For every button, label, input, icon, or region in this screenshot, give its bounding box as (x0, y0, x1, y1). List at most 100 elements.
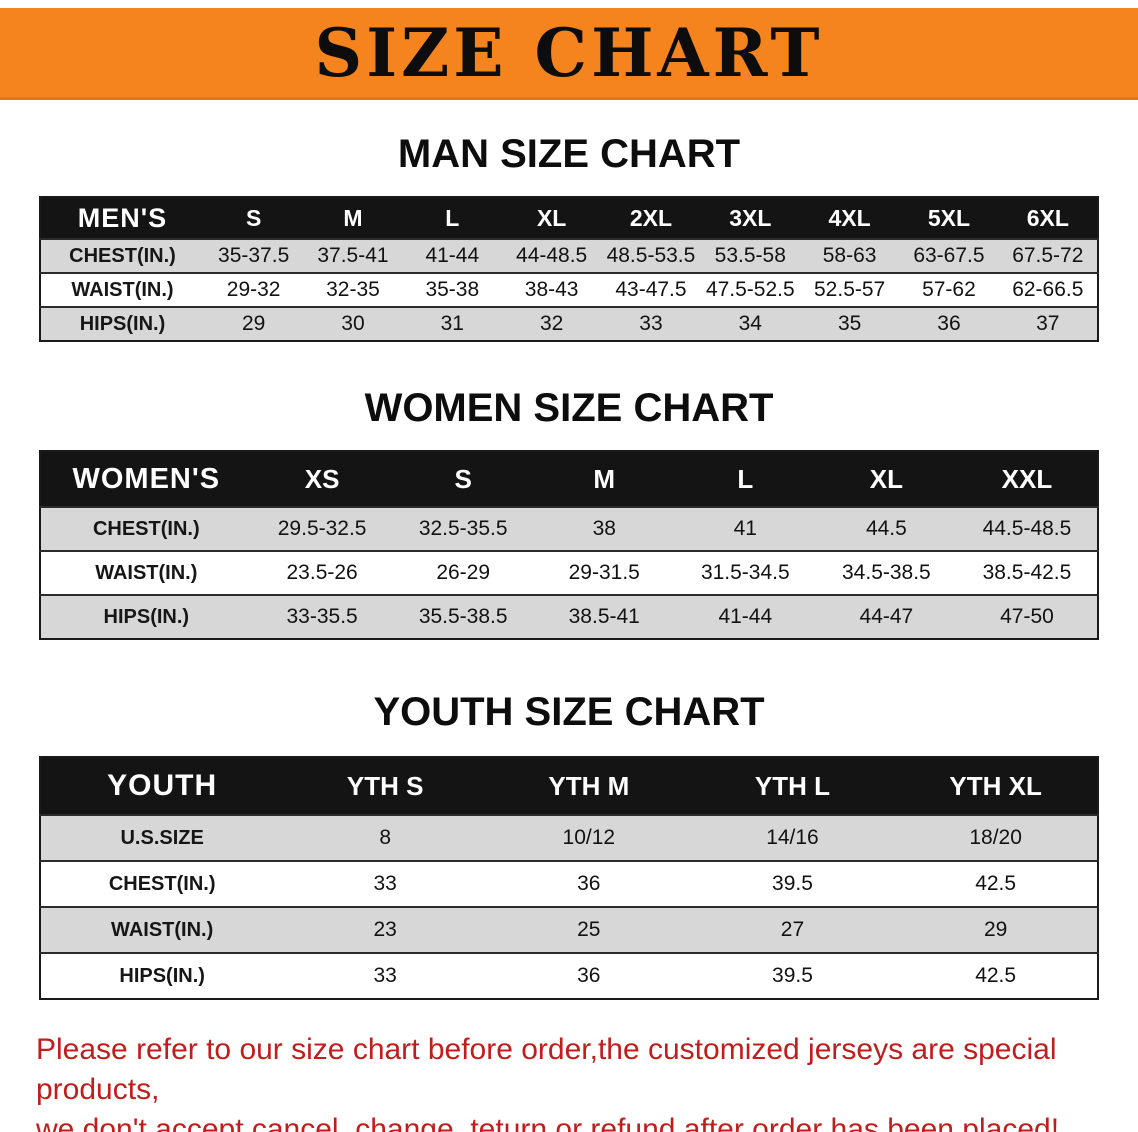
size-value-cell: 33 (373, 964, 397, 987)
men-size-section: MAN SIZE CHART MEN'S S M L XL 2XL 3XL 4XL 5XL 6XL… (0, 132, 1138, 342)
size-value-cell: 34.5-38.5 (842, 561, 931, 584)
size-column-header: XL (536, 204, 567, 231)
size-value-cell: 32-35 (326, 278, 380, 301)
size-value-cell: 14/16 (766, 826, 819, 849)
table-row: U.S.SIZE 8 10/12 14/16 18/20 (40, 815, 1098, 861)
table-row: CHEST(IN.) 29.5-32.5 32.5-35.5 38 41 44.5 44.5… (40, 507, 1098, 551)
size-value-cell: 44-47 (859, 605, 914, 628)
size-column-header: L (445, 204, 460, 231)
table-header-row: WOMEN'S XS S M L XL XXL (40, 451, 1098, 507)
size-column-header: XL (869, 463, 903, 494)
size-value-cell: 43-47.5 (615, 278, 687, 301)
footer-notice: Please refer to our size chart before or… (36, 1030, 1102, 1132)
row-label: WAIST(IN.) (95, 561, 198, 584)
table-row: CHEST(IN.) 33 36 39.5 42.5 (40, 861, 1098, 907)
size-value-cell: 29.5-32.5 (277, 517, 367, 540)
youth-section-heading: YOUTH SIZE CHART (373, 690, 765, 734)
table-header-row: YOUTH YTH S YTH M YTH L YTH XL (40, 757, 1098, 815)
row-label: WAIST(IN.) (111, 918, 214, 941)
table-corner-label: YOUTH (107, 769, 218, 802)
table-row: HIPS(IN.) 33 36 39.5 42.5 (40, 953, 1098, 999)
size-value-cell: 29 (983, 918, 1008, 941)
size-value-cell: 35 (837, 312, 862, 335)
table-header-row: MEN'S S M L XL 2XL 3XL 4XL 5XL 6XL (40, 197, 1098, 239)
men-size-table: MEN'S S M L XL 2XL 3XL 4XL 5XL 6XL CHEST(IN.) 35-37… (39, 196, 1099, 342)
size-value-cell: 58-63 (822, 244, 877, 267)
size-value-cell: 47.5-52.5 (705, 278, 795, 301)
row-label: CHEST(IN.) (69, 244, 176, 267)
row-label: HIPS(IN.) (103, 605, 190, 628)
size-column-header: XXL (1001, 463, 1053, 494)
size-value-cell: 38.5-42.5 (982, 561, 1072, 584)
size-value-cell: 34 (738, 312, 762, 335)
notice-line-2: we don't accept cancel, change, teturn o… (36, 1113, 1060, 1132)
table-row: CHEST(IN.) 35-37.5 37.5-41 41-44 44-48.5 48.5… (40, 239, 1098, 273)
size-value-cell: 36 (577, 964, 601, 987)
size-value-cell: 57-62 (922, 278, 976, 301)
row-label: CHEST(IN.) (92, 517, 200, 540)
women-size-table: WOMEN'S XS S M L XL XXL CHEST(IN.) 29.5-32.5 32.5… (39, 450, 1099, 640)
size-value-cell: 44-48.5 (516, 244, 588, 267)
size-value-cell: 35-37.5 (218, 244, 290, 267)
size-column-header: YTH S (346, 770, 424, 801)
size-value-cell: 8 (379, 826, 391, 849)
size-column-header: 2XL (629, 204, 673, 231)
women-size-section: WOMEN SIZE CHART WOMEN'S XS S M L XL XXL CHEST(… (0, 386, 1138, 640)
size-value-cell: 52.5-57 (814, 278, 886, 301)
size-value-cell: 35-38 (425, 278, 480, 301)
row-label: HIPS(IN.) (79, 312, 166, 335)
women-section-heading: WOMEN SIZE CHART (364, 386, 774, 430)
size-column-header: M (593, 463, 616, 494)
table-corner-label: WOMEN'S (72, 462, 221, 495)
size-column-header: M (343, 204, 363, 231)
size-value-cell: 30 (341, 312, 365, 335)
size-column-header: YTH XL (949, 770, 1042, 801)
size-value-cell: 48.5-53.5 (606, 244, 696, 267)
size-value-cell: 47-50 (1000, 605, 1054, 628)
size-column-header: 3XL (729, 204, 772, 231)
size-value-cell: 23 (373, 918, 397, 941)
size-value-cell: 41-44 (425, 244, 480, 267)
size-value-cell: 36 (577, 872, 601, 895)
size-value-cell: 41 (733, 517, 757, 540)
size-column-header: 5XL (927, 204, 971, 231)
size-value-cell: 36 (937, 312, 961, 335)
table-row: WAIST(IN.) 23.5-26 26-29 29-31.5 31.5-34.5 34… (40, 551, 1098, 595)
size-column-header: 4XL (828, 204, 871, 231)
row-label: U.S.SIZE (120, 826, 204, 849)
page-title: SIZE CHART (314, 13, 824, 92)
size-column-header: 6XL (1026, 204, 1069, 231)
size-column-header: XS (304, 463, 340, 494)
size-value-cell: 62-66.5 (1012, 278, 1084, 301)
size-column-header: S (454, 463, 472, 494)
size-value-cell: 32.5-35.5 (418, 517, 508, 540)
size-value-cell: 33-35.5 (286, 605, 358, 628)
size-value-cell: 29-31.5 (568, 561, 640, 584)
size-column-header: YTH M (548, 770, 630, 801)
size-value-cell: 33 (373, 872, 397, 895)
size-value-cell: 41-44 (718, 605, 773, 628)
size-value-cell: 23.5-26 (286, 561, 358, 584)
size-value-cell: 37 (1036, 312, 1060, 335)
size-column-header: L (737, 463, 754, 494)
size-value-cell: 37.5-41 (317, 244, 389, 267)
size-chart-page: SIZE CHART MAN SIZE CHART MEN'S S M L XL 2XL 3… (0, 8, 1138, 1132)
table-row: HIPS(IN.) 29 30 31 32 33 34 35 36 37 (40, 307, 1098, 341)
size-value-cell: 39.5 (772, 964, 813, 987)
youth-size-table: YOUTH YTH S YTH M YTH L YTH XL U.S.SIZE 8 10/12… (39, 756, 1099, 1000)
size-value-cell: 33 (639, 312, 663, 335)
size-value-cell: 44.5 (865, 517, 907, 540)
table-row: HIPS(IN.) 33-35.5 35.5-38.5 38.5-41 41-44 44-… (40, 595, 1098, 639)
size-value-cell: 25 (577, 918, 601, 941)
size-column-header: S (245, 204, 262, 231)
size-value-cell: 42.5 (975, 872, 1017, 895)
size-value-cell: 53.5-58 (714, 244, 786, 267)
size-value-cell: 38 (592, 517, 616, 540)
row-label: WAIST(IN.) (71, 278, 174, 301)
size-value-cell: 27 (780, 918, 805, 941)
table-row: WAIST(IN.) 23 25 27 29 (40, 907, 1098, 953)
notice-line-1: Please refer to our size chart before or… (36, 1033, 1057, 1107)
size-value-cell: 44.5-48.5 (982, 517, 1072, 540)
size-value-cell: 38.5-41 (568, 605, 640, 628)
size-value-cell: 18/20 (969, 826, 1022, 849)
